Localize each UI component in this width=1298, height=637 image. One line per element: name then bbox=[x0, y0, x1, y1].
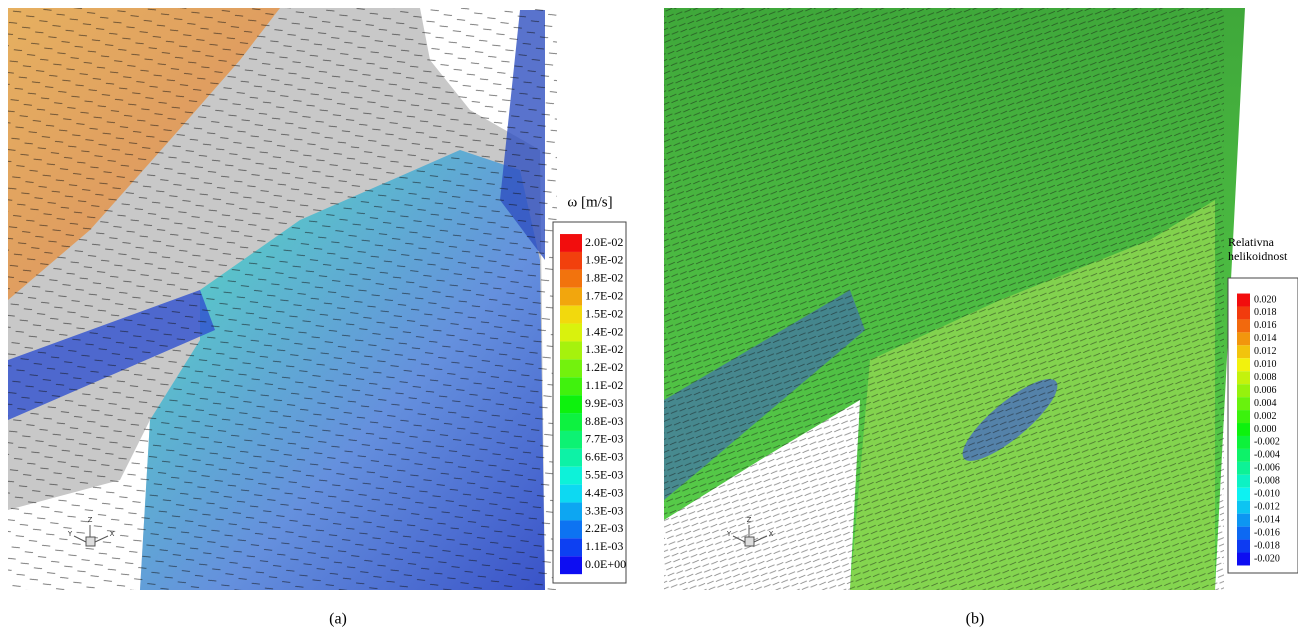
legend-label: 1.9E-02 bbox=[585, 253, 623, 267]
legend-swatch bbox=[560, 556, 582, 575]
legend-label: -0.008 bbox=[1254, 476, 1280, 487]
legend-label: 0.000 bbox=[1254, 424, 1277, 435]
legend-label: 0.012 bbox=[1254, 346, 1277, 357]
legend-label: -0.002 bbox=[1254, 437, 1280, 448]
legend-swatch bbox=[1237, 448, 1250, 462]
legend-label: 8.8E-03 bbox=[585, 414, 623, 428]
legend-swatch bbox=[560, 234, 582, 252]
legend-swatch bbox=[1237, 345, 1250, 359]
legend-label: 0.008 bbox=[1254, 372, 1277, 383]
panel-b-image bbox=[664, 8, 1245, 590]
legend-label: -0.006 bbox=[1254, 463, 1280, 474]
legend-swatch bbox=[1237, 293, 1250, 307]
axis-label: Y bbox=[67, 530, 73, 538]
legend-swatch bbox=[560, 466, 582, 485]
legend-label: 0.004 bbox=[1254, 398, 1277, 409]
legend-label: 2.0E-02 bbox=[585, 235, 623, 249]
legend-swatch bbox=[1237, 306, 1250, 320]
legend-swatch bbox=[1237, 371, 1250, 385]
legend-label: -0.014 bbox=[1254, 514, 1280, 525]
legend-label: 1.2E-02 bbox=[585, 360, 623, 374]
legend-swatch bbox=[1237, 526, 1250, 540]
legend-swatch bbox=[1237, 461, 1250, 475]
legend-label: -0.004 bbox=[1254, 450, 1280, 461]
legend-swatch bbox=[1237, 539, 1250, 553]
legend-swatch bbox=[560, 305, 582, 324]
legend-label: -0.018 bbox=[1254, 540, 1280, 551]
legend-label: 0.018 bbox=[1254, 307, 1277, 318]
legend-swatch bbox=[560, 359, 582, 378]
legend-title: Relativna bbox=[1228, 235, 1275, 249]
legend-swatch bbox=[560, 251, 582, 270]
legend-swatch bbox=[560, 502, 582, 521]
legend-swatch bbox=[560, 395, 582, 414]
legend-label: 1.3E-02 bbox=[585, 342, 623, 356]
legend-label: 1.8E-02 bbox=[585, 271, 623, 285]
legend-swatch bbox=[560, 377, 582, 396]
legend-label: 9.9E-03 bbox=[585, 396, 623, 410]
legend-swatch bbox=[1237, 410, 1250, 424]
legend-label: 0.006 bbox=[1254, 385, 1277, 396]
legend-swatch bbox=[560, 430, 582, 449]
panel-a-image bbox=[8, 8, 557, 590]
legend-swatch bbox=[1237, 513, 1250, 527]
legend-label: 1.5E-02 bbox=[585, 306, 623, 320]
axis-label: X bbox=[769, 530, 774, 538]
caption: (a) bbox=[329, 611, 347, 628]
legend-label: 0.010 bbox=[1254, 359, 1277, 370]
legend-swatch bbox=[1237, 358, 1250, 372]
caption: (b) bbox=[966, 611, 985, 628]
axis-label: Z bbox=[747, 516, 752, 524]
legend-label: 0.0E+00 bbox=[585, 557, 626, 571]
legend-label: 2.2E-03 bbox=[585, 521, 623, 535]
legend-label: 3.3E-03 bbox=[585, 503, 623, 517]
legend-swatch bbox=[560, 341, 582, 360]
legend-swatch bbox=[1237, 397, 1250, 411]
axis-label: X bbox=[110, 530, 115, 538]
legend-swatch bbox=[560, 538, 582, 557]
legend-label: 1.1E-02 bbox=[585, 378, 623, 392]
legend-label: 1.7E-02 bbox=[585, 288, 623, 302]
legend-swatch bbox=[1237, 474, 1250, 488]
legend-swatch bbox=[1237, 487, 1250, 501]
legend-label: -0.010 bbox=[1254, 489, 1280, 500]
legend-swatch bbox=[1237, 435, 1250, 449]
legend-swatch bbox=[560, 520, 582, 539]
axis-triad bbox=[73, 525, 768, 547]
legend-label: -0.016 bbox=[1254, 527, 1280, 538]
legend-swatch bbox=[1237, 332, 1250, 346]
legend-label: 0.016 bbox=[1254, 320, 1277, 331]
legend-swatch bbox=[1237, 423, 1250, 436]
legend-label: 5.5E-03 bbox=[585, 467, 623, 481]
legend-swatch bbox=[1237, 319, 1250, 333]
legend-label: -0.012 bbox=[1254, 501, 1280, 512]
legend-swatch bbox=[560, 287, 582, 306]
legend-swatch bbox=[560, 323, 582, 342]
legend-label: 1.1E-03 bbox=[585, 539, 623, 553]
legend-label: 0.014 bbox=[1254, 333, 1277, 344]
legend-swatch bbox=[560, 269, 582, 288]
legend-title: ω [m/s] bbox=[567, 194, 612, 210]
legend-label: -0.020 bbox=[1254, 553, 1280, 564]
legend-label: 7.7E-03 bbox=[585, 432, 623, 446]
legend-swatch bbox=[560, 484, 582, 503]
axis-label: Z bbox=[88, 516, 93, 524]
legend-swatch bbox=[1237, 500, 1250, 514]
legend-label: 6.6E-03 bbox=[585, 450, 623, 464]
legend-swatch bbox=[560, 448, 582, 467]
legend-label: 0.020 bbox=[1254, 294, 1277, 305]
legend-label: 4.4E-03 bbox=[585, 485, 623, 499]
legend-title: helikoidnost bbox=[1228, 249, 1288, 263]
legend-swatch bbox=[1237, 552, 1250, 566]
legend-swatch bbox=[1237, 384, 1250, 398]
axis-label: Y bbox=[726, 530, 732, 538]
legend-label: 0.002 bbox=[1254, 411, 1277, 422]
legend-swatch bbox=[560, 413, 582, 431]
legend-label: 1.4E-02 bbox=[585, 324, 623, 338]
